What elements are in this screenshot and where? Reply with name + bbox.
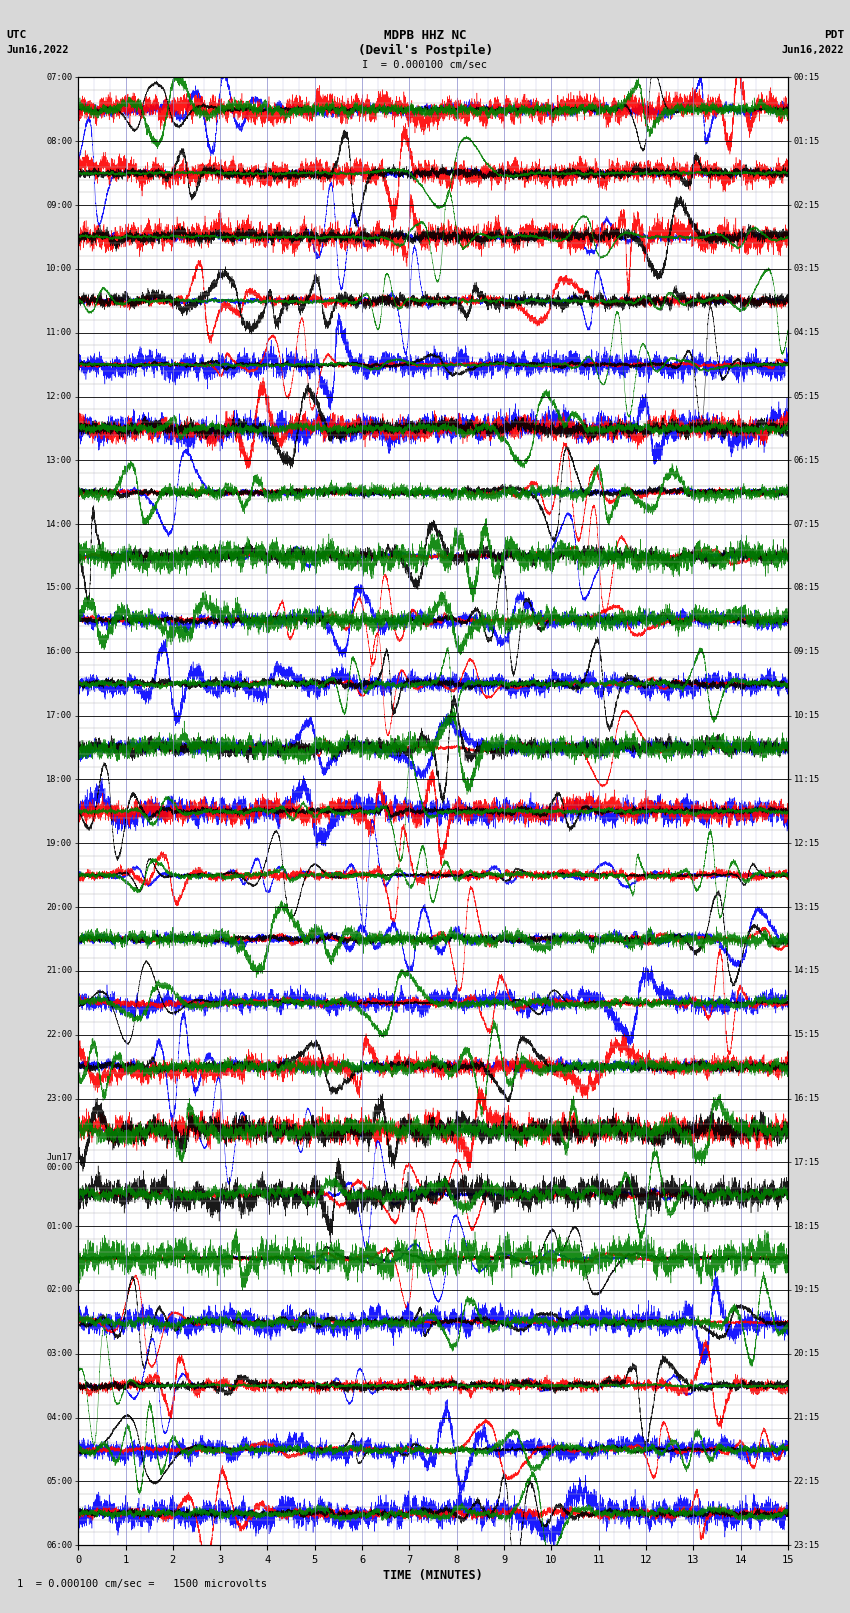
Text: UTC: UTC [6,31,26,40]
Text: I  = 0.000100 cm/sec: I = 0.000100 cm/sec [362,60,488,69]
Text: 1  = 0.000100 cm/sec =   1500 microvolts: 1 = 0.000100 cm/sec = 1500 microvolts [17,1579,267,1589]
Text: MDPB HHZ NC: MDPB HHZ NC [383,29,467,42]
Text: Jun16,2022: Jun16,2022 [781,45,844,55]
Text: PDT: PDT [824,31,844,40]
X-axis label: TIME (MINUTES): TIME (MINUTES) [383,1569,483,1582]
Text: (Devil's Postpile): (Devil's Postpile) [358,44,492,56]
Text: Jun16,2022: Jun16,2022 [6,45,69,55]
